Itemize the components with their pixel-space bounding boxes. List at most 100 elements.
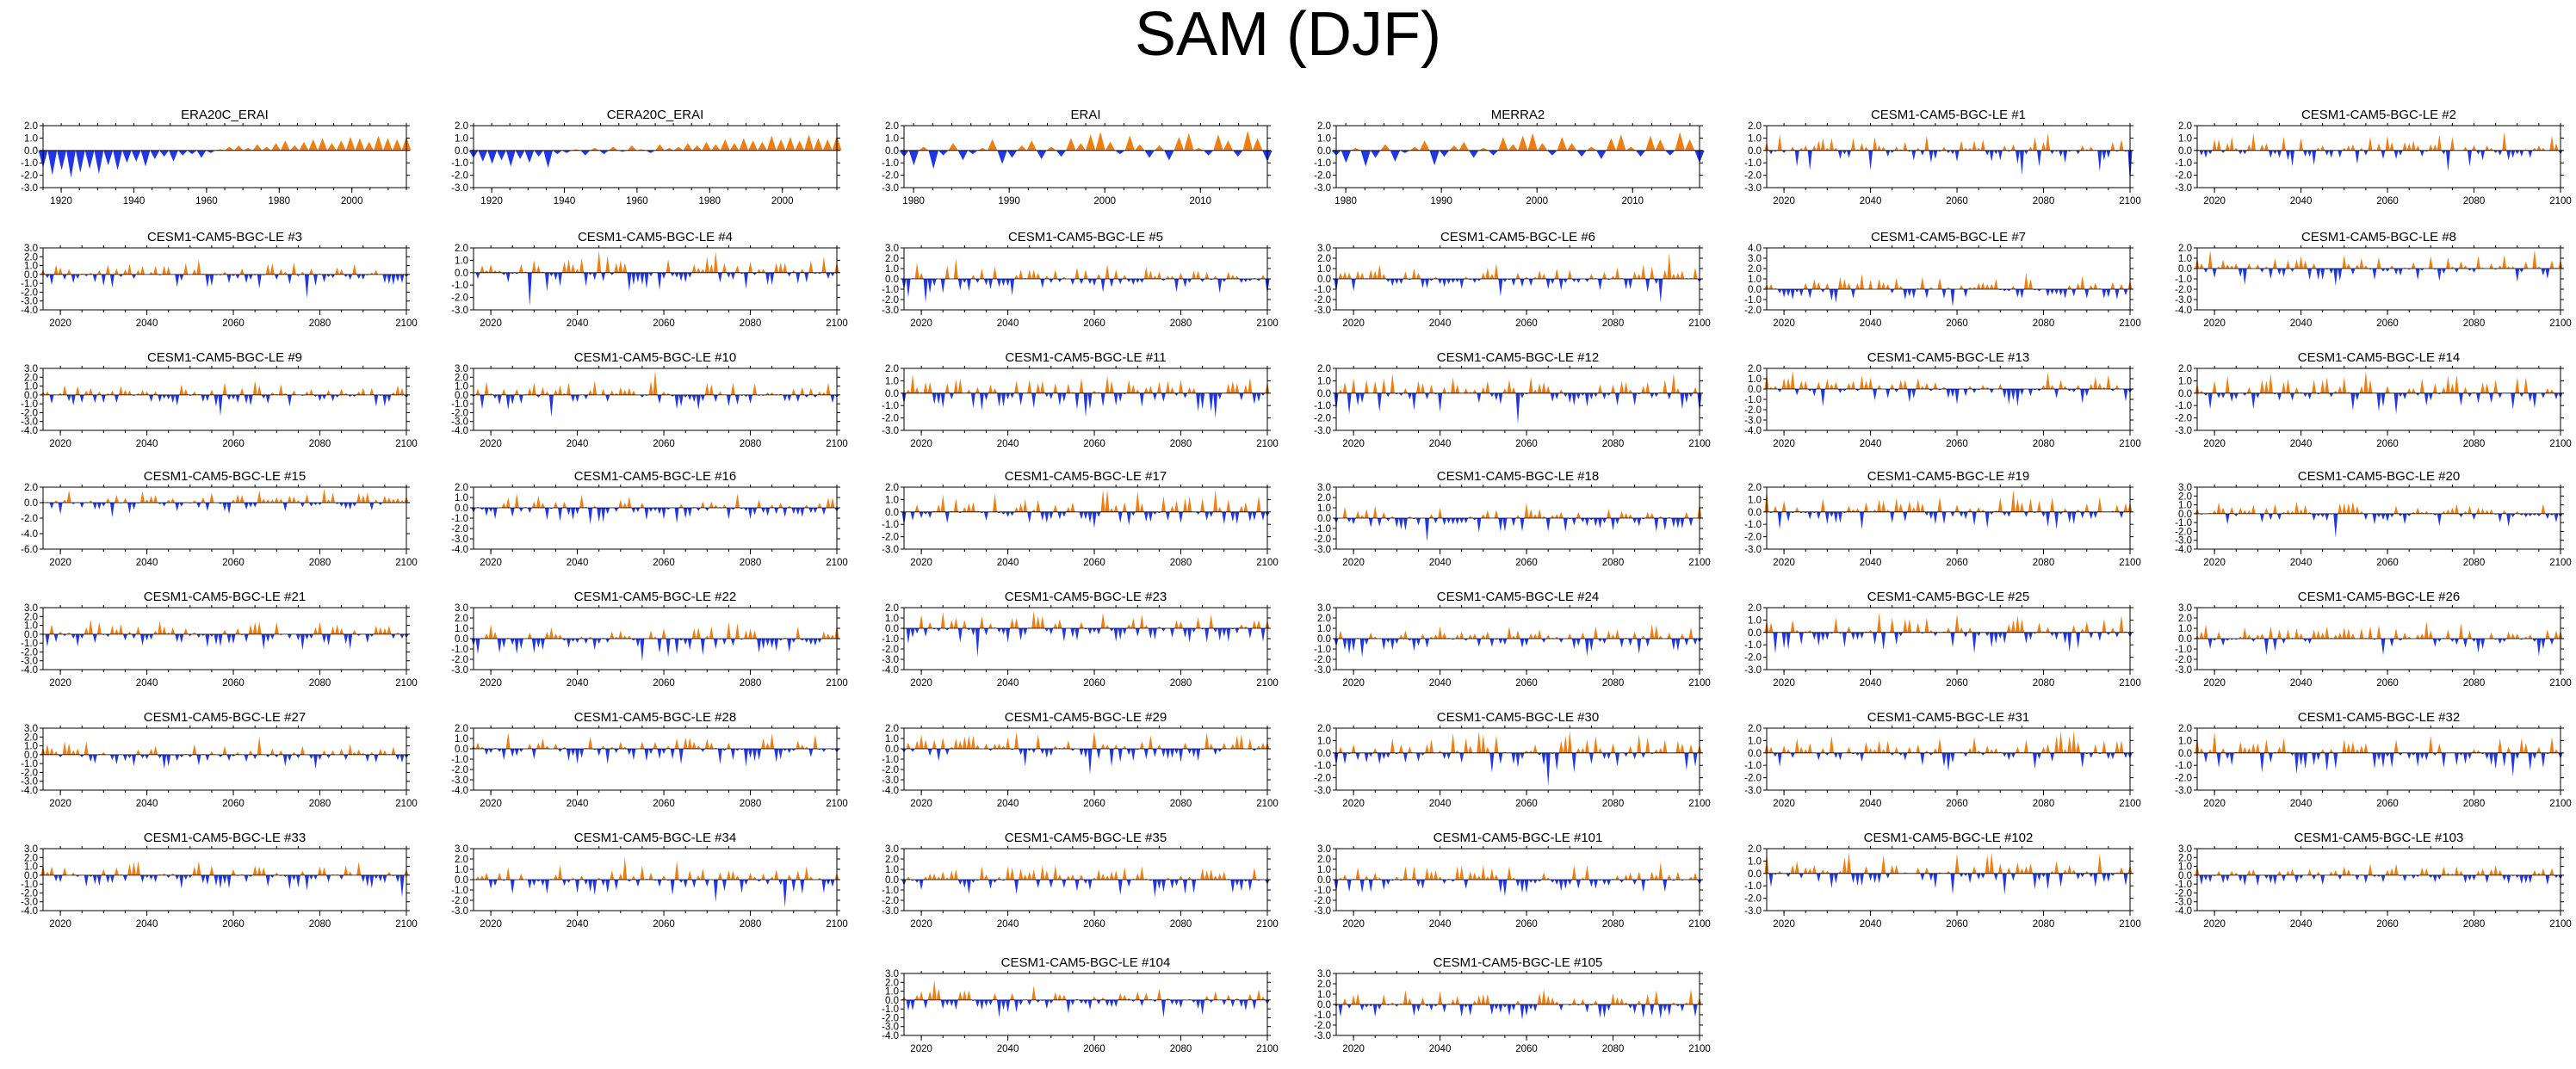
y-tick-label: 2.0	[455, 121, 468, 132]
chart-panel: CESM1-CAM5-BGC-LE #5 3.02.01.00.0-1.0-2.0…	[882, 230, 1279, 329]
plot-frame	[1335, 368, 1700, 431]
panel-title: CESM1-CAM5-BGC-LE #6	[1440, 230, 1595, 244]
x-tick-label: 2100	[826, 678, 848, 689]
y-tick-label: -3.0	[1314, 906, 1331, 917]
x-tick-label: 1980	[269, 196, 291, 207]
panel-title: CESM1-CAM5-BGC-LE #104	[1001, 955, 1171, 970]
negative-area	[1773, 632, 2133, 654]
y-tick-label: 0.0	[24, 270, 38, 281]
y-tick-label: -4.0	[2175, 306, 2192, 316]
y-tick-label: 2.0	[24, 121, 38, 132]
y-tick-label: 3.0	[24, 844, 38, 855]
x-tick-label: 2020	[49, 678, 71, 689]
x-tick-label: 2010	[1189, 196, 1211, 207]
y-tick-label: 1.0	[24, 621, 38, 632]
panel-title: CESM1-CAM5-BGC-LE #102	[1864, 831, 2034, 845]
positive-area	[2195, 621, 2563, 639]
y-tick-label: 2.0	[885, 855, 899, 865]
negative-area	[901, 279, 1270, 303]
y-tick-label: -4.0	[451, 786, 468, 796]
y-tick-label: 0.0	[2178, 634, 2192, 645]
y-tick-label: 0.0	[455, 875, 468, 886]
negative-area	[2203, 392, 2563, 415]
y-tick-label: 1.0	[1748, 856, 1762, 867]
panel-title: CESM1-CAM5-BGC-LE #23	[1005, 590, 1167, 604]
negative-area	[58, 754, 409, 769]
y-tick-label: 1.0	[1317, 624, 1331, 634]
y-tick-label: 0.0	[885, 996, 899, 1006]
x-tick-label: 2040	[1429, 678, 1452, 689]
x-tick-label: 2020	[2203, 919, 2226, 930]
x-tick-label: 2060	[2376, 678, 2399, 689]
positive-area	[1764, 370, 2124, 389]
positive-area	[471, 250, 839, 273]
panel-title: ERA20C_ERAI	[181, 108, 269, 122]
positive-area	[906, 374, 1270, 393]
y-tick-label: 2.0	[1317, 364, 1331, 374]
positive-area	[901, 979, 1266, 1000]
y-tick-label: -1.0	[21, 759, 38, 769]
x-tick-label: 2080	[740, 439, 762, 449]
negative-area	[901, 628, 1266, 658]
y-tick-label: 0.0	[885, 389, 899, 399]
panel-title: CESM1-CAM5-BGC-LE #103	[2294, 831, 2464, 845]
plot-frame	[473, 727, 838, 791]
x-tick-label: 2080	[2033, 439, 2055, 449]
panel-title: CESM1-CAM5-BGC-LE #31	[1867, 710, 2029, 725]
x-tick-label: 2040	[2290, 919, 2313, 930]
x-tick-label: 2020	[480, 558, 502, 568]
y-tick-label: -4.0	[21, 426, 38, 436]
chart-panel: CESM1-CAM5-BGC-LE #104 3.02.01.00.0-1.0-2…	[882, 955, 1279, 1054]
x-tick-label: 2060	[653, 799, 675, 809]
x-tick-label: 2020	[480, 799, 502, 809]
x-tick-label: 2020	[910, 919, 932, 930]
x-tick-label: 2080	[309, 799, 331, 809]
plot-frame	[42, 727, 407, 791]
x-tick-label: 1920	[480, 196, 503, 207]
x-tick-label: 2060	[1083, 678, 1105, 689]
y-tick-label: -4.0	[882, 786, 899, 796]
x-tick-label: 2100	[1688, 558, 1711, 568]
y-tick-label: -1.0	[1314, 1010, 1331, 1021]
y-tick-label: -3.0	[1744, 416, 1762, 426]
x-tick-label: 2080	[1602, 1044, 1625, 1054]
y-tick-label: 0.0	[2178, 264, 2192, 275]
y-tick-label: 3.0	[24, 603, 38, 614]
y-tick-label: -1.0	[2175, 401, 2192, 411]
y-tick-label: -2.0	[882, 295, 899, 306]
y-tick-label: 0.0	[1317, 749, 1331, 759]
x-tick-label: 2060	[1083, 439, 1105, 449]
y-tick-label: 0.0	[1317, 634, 1331, 645]
y-tick-label: 0.0	[1317, 1000, 1331, 1010]
y-tick-label: -1.0	[882, 755, 899, 765]
x-tick-label: 2040	[136, 439, 158, 449]
y-tick-label: 2.0	[455, 373, 468, 383]
y-tick-label: 2.0	[2178, 244, 2192, 254]
x-tick-label: 2020	[1773, 799, 1795, 809]
x-tick-label: 2060	[1515, 558, 1538, 568]
x-tick-label: 2020	[1342, 919, 1365, 930]
x-tick-label: 2080	[1602, 439, 1625, 449]
y-tick-label: 0.0	[885, 275, 899, 285]
plot-frame	[903, 607, 1268, 670]
y-tick-label: -1.0	[1314, 524, 1331, 534]
x-tick-label: 2100	[395, 919, 418, 930]
y-tick-label: 2.0	[455, 483, 468, 493]
chart-panel: CESM1-CAM5-BGC-LE #7 4.03.02.01.00.0-1.0-…	[1744, 230, 2141, 329]
y-tick-label: -2.0	[451, 765, 468, 775]
x-tick-label: 2020	[2203, 318, 2226, 329]
y-tick-label: -1.0	[21, 880, 38, 890]
x-tick-label: 2040	[567, 439, 589, 449]
chart-panel: CESM1-CAM5-BGC-LE #26 3.02.01.00.0-1.0-2.…	[2175, 590, 2572, 689]
y-tick-label: 3.0	[455, 364, 468, 374]
x-tick-label: 2040	[1860, 196, 1882, 207]
x-tick-label: 2100	[395, 318, 418, 329]
chart-panel: CESM1-CAM5-BGC-LE #28 2.01.00.0-1.0-2.0-3…	[451, 710, 848, 809]
y-tick-label: -1.0	[1314, 158, 1331, 169]
x-tick-label: 2080	[1602, 318, 1625, 329]
y-tick-label: -1.0	[2175, 158, 2192, 169]
x-tick-label: 2040	[2290, 439, 2313, 449]
y-tick-label: -1.0	[1314, 645, 1331, 655]
